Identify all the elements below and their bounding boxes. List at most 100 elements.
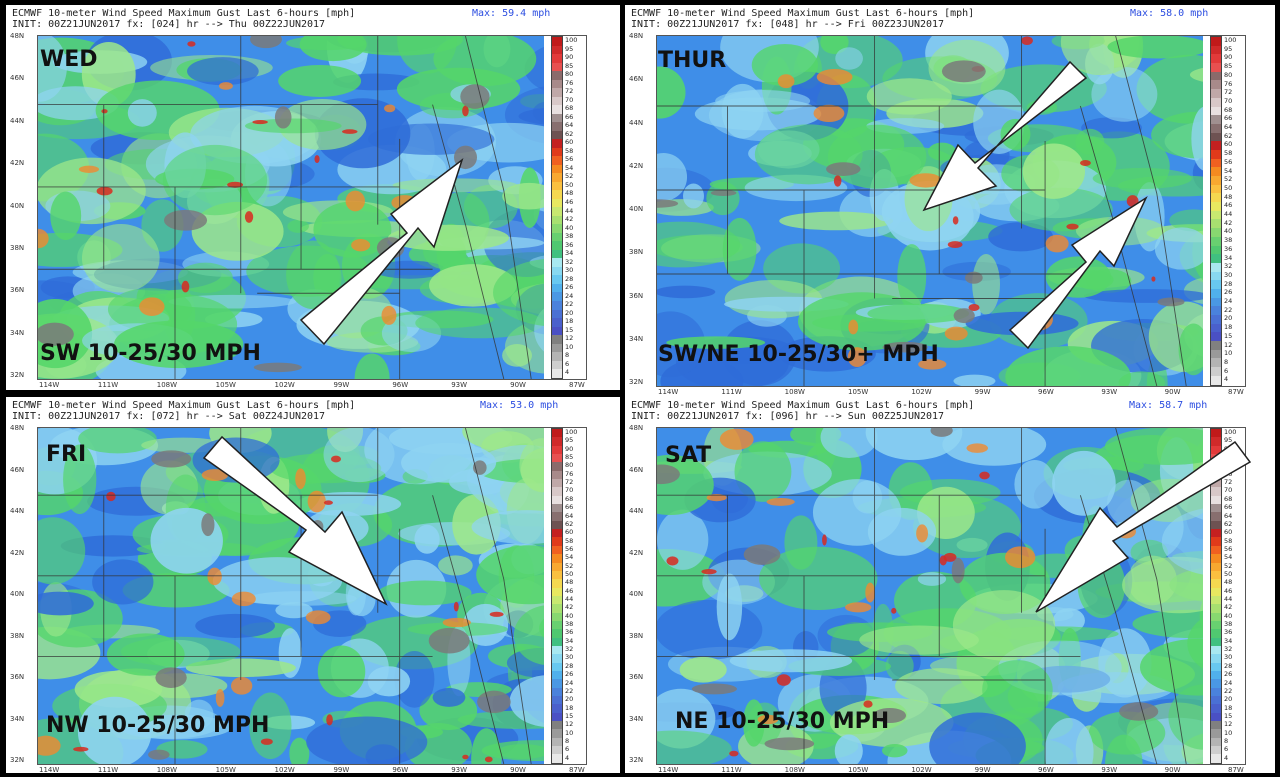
color-bar-label: 15 (565, 711, 574, 720)
color-bar-label: 72 (1224, 88, 1233, 97)
init-line: INIT: 00Z21JUN2017 fx: [024] hr --> Thu … (12, 19, 326, 30)
panel-title: 10-meter Wind Speed Maximum Gust Last 6-… (48, 400, 356, 411)
longitude-label: 90W (510, 381, 526, 389)
color-bar-label: 4 (565, 753, 570, 762)
init-line: INIT: 00Z21JUN2017 fx: [072] hr --> Sat … (12, 411, 326, 422)
latitude-label: 48N (629, 32, 644, 40)
color-bar-label: 26 (565, 283, 574, 292)
latitude-label: 44N (629, 118, 644, 127)
color-bar-label: 85 (565, 61, 574, 70)
day-label: SAT (665, 443, 712, 468)
latitude-label: 38N (629, 631, 644, 640)
color-bar-label: 34 (1224, 636, 1233, 645)
color-bar-label: 8 (565, 351, 570, 360)
color-bar-label: 76 (565, 469, 574, 478)
color-bar (551, 36, 563, 379)
latitude-label: 42N (10, 548, 25, 557)
latitude-label: 32N (629, 756, 644, 764)
longitude-label: 93W (1101, 388, 1118, 396)
color-bar-label: 48 (1224, 192, 1233, 201)
color-bar-label: 54 (1224, 166, 1233, 175)
color-bar-label: 38 (565, 620, 574, 629)
color-bar-label: 56 (565, 544, 574, 553)
longitude-label: 114W (658, 766, 679, 773)
latitude-label: 38N (10, 631, 25, 640)
longitude-label: 105W (848, 388, 869, 396)
color-bar-label: 32 (565, 645, 574, 654)
latitude-label: 48N (10, 32, 25, 40)
longitude-label: 93W (451, 381, 468, 389)
latitude-label: 42N (629, 161, 644, 170)
color-bar-label: 12 (1224, 340, 1233, 349)
color-bar-label: 50 (565, 180, 574, 189)
color-bar-label: 64 (1224, 511, 1233, 520)
color-bar-label: 70 (565, 95, 574, 104)
color-bar-label: 10 (565, 342, 574, 351)
latitude-label: 34N (629, 334, 644, 343)
color-bar-label: 76 (1224, 79, 1233, 88)
color-bar-label: 95 (565, 44, 574, 53)
latitude-label: 46N (629, 75, 644, 84)
longitude-label: 87W (1228, 766, 1244, 773)
color-bar-label: 80 (1224, 461, 1233, 470)
latitude-label: 48N (629, 424, 644, 432)
color-bar-label: 50 (565, 569, 574, 578)
color-bar-label: 50 (1224, 183, 1233, 192)
color-bar-label: 68 (565, 104, 574, 113)
color-bar-label: 46 (565, 197, 574, 206)
map-panel-fri: ECMWF 10-meter Wind Speed Maximum Gust L… (6, 397, 620, 773)
color-bar-label: 6 (565, 359, 570, 368)
color-bar-label: 62 (1224, 131, 1233, 140)
color-bar (551, 428, 563, 764)
color-bar-label: 40 (565, 611, 574, 620)
color-bar-label: 4 (565, 368, 570, 377)
color-bar-label: 90 (565, 444, 574, 453)
longitude-label: 108W (156, 766, 178, 773)
color-bar-label: 38 (1224, 620, 1233, 629)
latitude-label: 42N (10, 159, 25, 168)
latitude-label: 44N (10, 507, 25, 515)
color-bar-label: 52 (565, 561, 574, 570)
color-bar-label: 22 (565, 686, 574, 695)
color-bar-label: 64 (1224, 123, 1233, 131)
wind-label: SW 10-25/30 MPH (40, 341, 261, 366)
color-bar-label: 90 (1224, 53, 1233, 62)
latitude-label: 38N (10, 243, 25, 252)
color-bar-label: 28 (565, 661, 574, 670)
color-bar-label: 72 (1224, 478, 1233, 487)
longitude-label: 111W (97, 766, 119, 773)
color-bar-label: 38 (565, 232, 574, 241)
color-bar-label: 80 (565, 461, 574, 470)
longitude-label: 102W (911, 388, 932, 396)
longitude-label: 90W (1164, 766, 1181, 773)
longitude-label: 108W (156, 381, 178, 389)
model-name: ECMWF (12, 8, 43, 19)
color-bar-label: 36 (1224, 628, 1233, 637)
color-bar-label: 28 (1224, 661, 1233, 670)
color-bar-label: 66 (565, 112, 574, 121)
longitude-label: 99W (974, 766, 991, 773)
color-bar-label: 42 (1224, 603, 1233, 612)
color-bar-label: 30 (1224, 270, 1233, 279)
longitude-label: 111W (721, 766, 742, 773)
color-bar-label: 30 (1224, 653, 1233, 662)
color-bar-label: 38 (1224, 236, 1233, 245)
color-bar-label: 4 (1224, 753, 1229, 762)
panel-header: ECMWF 10-meter Wind Speed Maximum Gust L… (6, 397, 620, 425)
color-bar-label: 28 (565, 274, 574, 283)
color-bar-label: 26 (565, 670, 574, 679)
color-bar-label: 20 (1224, 695, 1233, 704)
color-bar-label: 44 (1224, 210, 1233, 218)
color-bar-label: 72 (565, 478, 574, 487)
color-bar-label: 62 (565, 129, 574, 138)
latitude-label: 40N (10, 590, 25, 598)
panel-header: ECMWF 10-meter Wind Speed Maximum Gust L… (6, 5, 620, 33)
latitude-label: 36N (629, 673, 644, 681)
model-name: ECMWF (631, 8, 662, 19)
color-bar-label: 44 (1224, 595, 1233, 603)
latitude-label: 44N (629, 507, 644, 515)
color-bar-label: 68 (1224, 105, 1233, 114)
map-panel-wed: ECMWF 10-meter Wind Speed Maximum Gust L… (6, 5, 620, 390)
color-bar-label: 90 (1224, 444, 1233, 453)
longitude-label: 111W (721, 388, 742, 396)
